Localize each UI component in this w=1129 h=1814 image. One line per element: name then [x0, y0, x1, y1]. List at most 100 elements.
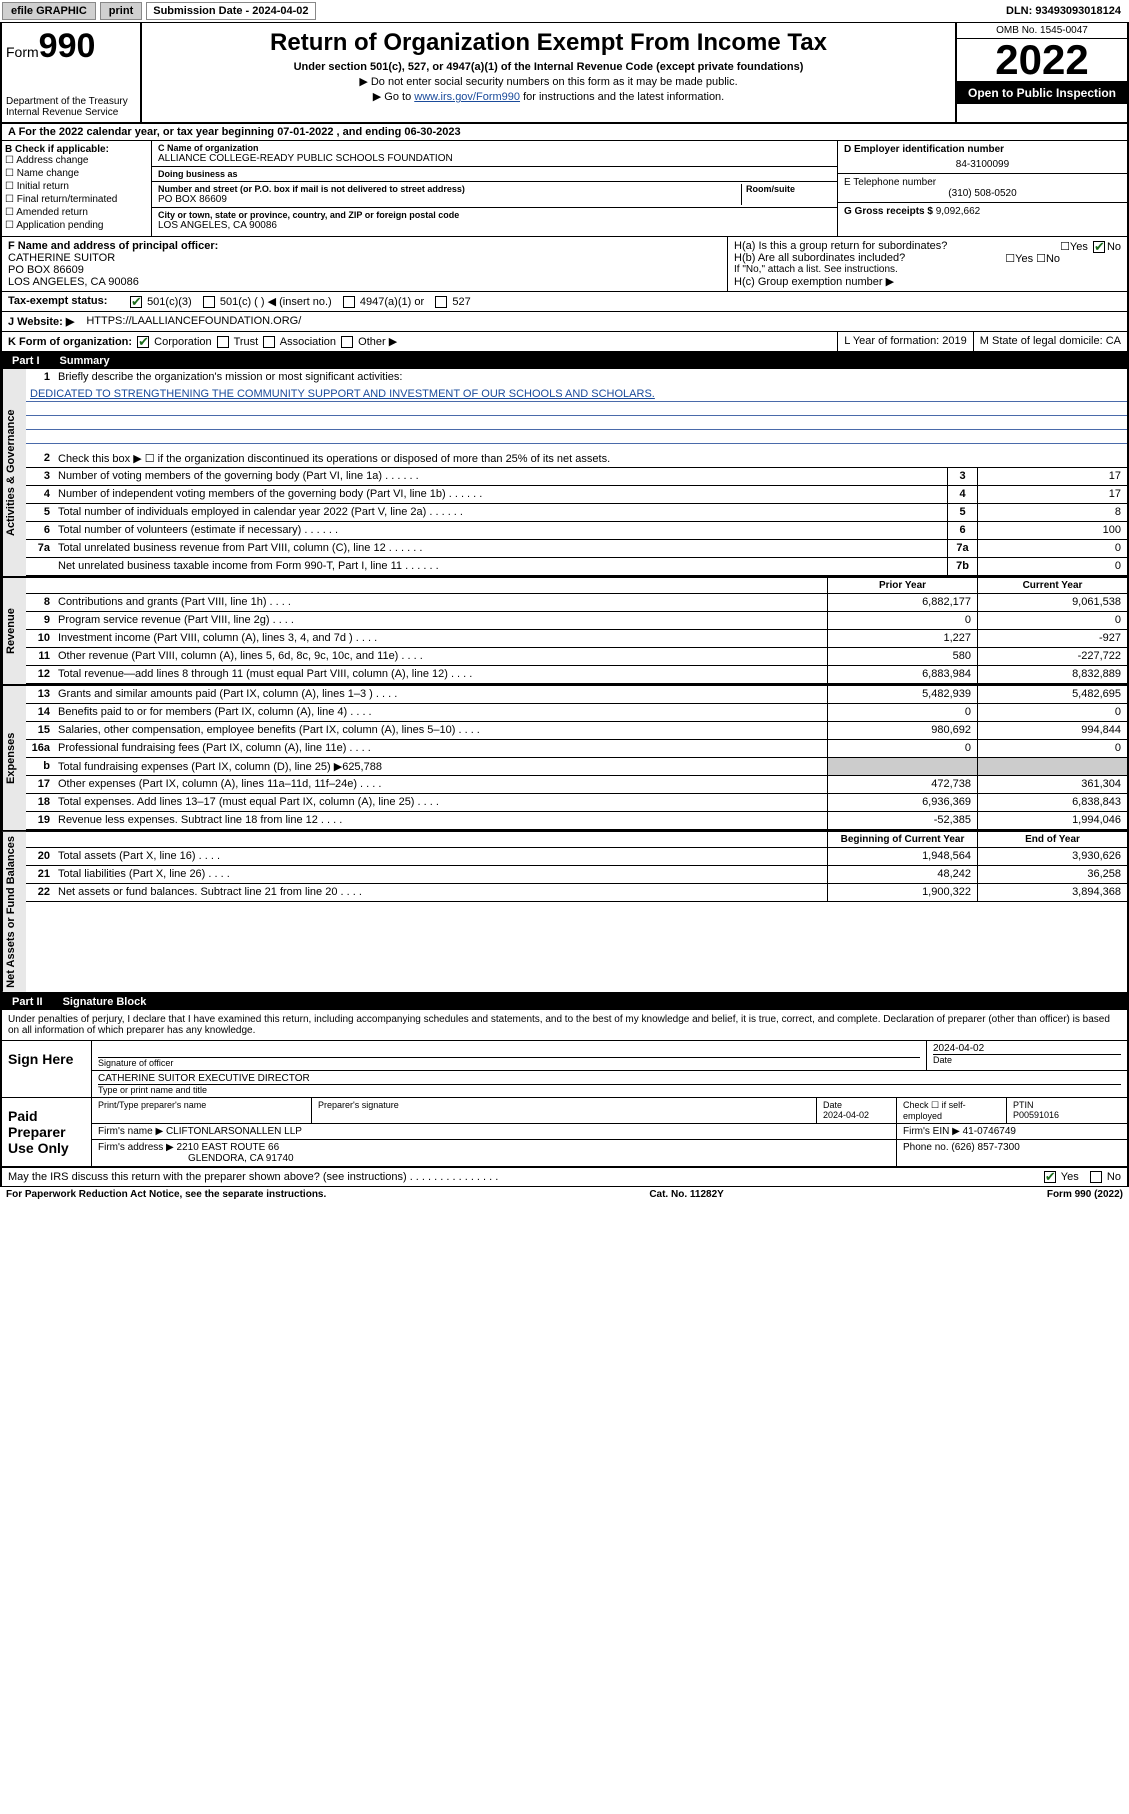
print-button[interactable]: print — [100, 2, 142, 20]
hc-label: H(c) Group exemption number ▶ — [734, 275, 1121, 288]
org-name: ALLIANCE COLLEGE-READY PUBLIC SCHOOLS FO… — [158, 153, 831, 164]
room-label: Room/suite — [746, 184, 831, 194]
col-begin-year: Beginning of Current Year — [827, 832, 977, 847]
officer-addr2: LOS ANGELES, CA 90086 — [8, 276, 721, 288]
chk-assoc[interactable] — [263, 336, 275, 348]
sign-here-label: Sign Here — [2, 1041, 92, 1097]
table-row: 18Total expenses. Add lines 13–17 (must … — [26, 794, 1127, 812]
d-ein-label: D Employer identification number — [844, 144, 1121, 155]
chk-4947[interactable] — [343, 296, 355, 308]
paid-preparer-row: Paid Preparer Use Only Print/Type prepar… — [2, 1098, 1127, 1166]
part-ii-label: Part II — [12, 996, 43, 1008]
form-subtitle-2a: ▶ Do not enter social security numbers o… — [150, 75, 947, 88]
paid-preparer-label: Paid Preparer Use Only — [2, 1098, 92, 1166]
net-col-headers: Beginning of Current Year End of Year — [26, 832, 1127, 848]
table-row: 9Program service revenue (Part VIII, lin… — [26, 612, 1127, 630]
chk-name-change[interactable]: ☐ Name change — [5, 168, 148, 179]
chk-app-pending[interactable]: ☐ Application pending — [5, 220, 148, 231]
website-row: J Website: ▶ HTTPS://LAALLIANCEFOUNDATIO… — [0, 312, 1129, 332]
table-row: 3Number of voting members of the governi… — [26, 468, 1127, 486]
table-row: 22Net assets or fund balances. Subtract … — [26, 884, 1127, 902]
line-2-desc: Check this box ▶ ☐ if the organization d… — [54, 450, 1127, 467]
firm-ein-label: Firm's EIN ▶ — [903, 1126, 960, 1137]
page-footer: For Paperwork Reduction Act Notice, see … — [0, 1187, 1129, 1202]
line-1-num: 1 — [26, 369, 54, 387]
prep-date: 2024-04-02 — [823, 1110, 869, 1120]
col-prior-year: Prior Year — [827, 578, 977, 593]
dept-label: Department of the Treasury Internal Reve… — [6, 96, 136, 118]
form-subtitle-2b: ▶ Go to www.irs.gov/Form990 for instruct… — [150, 90, 947, 103]
sig-date-value: 2024-04-02 — [933, 1043, 1121, 1054]
expenses-section: Expenses 13Grants and similar amounts pa… — [0, 686, 1129, 832]
net-assets-section: Net Assets or Fund Balances Beginning of… — [0, 832, 1129, 994]
form-title-box: Return of Organization Exempt From Incom… — [142, 23, 957, 122]
org-name-addr-col: C Name of organization ALLIANCE COLLEGE-… — [152, 141, 837, 236]
chk-501c[interactable] — [203, 296, 215, 308]
officer-addr1: PO BOX 86609 — [8, 264, 721, 276]
gross-receipts: 9,092,662 — [936, 206, 981, 217]
firm-phone: (626) 857-7300 — [951, 1142, 1019, 1153]
mission-blank-3 — [26, 430, 1127, 444]
check-self-employed[interactable]: Check ☐ if self-employed — [897, 1098, 1007, 1123]
chk-address-change[interactable]: ☐ Address change — [5, 155, 148, 166]
chk-initial-return[interactable]: ☐ Initial return — [5, 181, 148, 192]
line-2-num: 2 — [26, 450, 54, 467]
officer-name-title: CATHERINE SUITOR EXECUTIVE DIRECTOR — [98, 1073, 1121, 1084]
e-phone-label: E Telephone number — [844, 177, 1121, 188]
part-ii-subtitle: Signature Block — [63, 996, 147, 1008]
table-row: 15Salaries, other compensation, employee… — [26, 722, 1127, 740]
website-value: HTTPS://LAALLIANCEFOUNDATION.ORG/ — [80, 312, 307, 331]
line-1-desc: Briefly describe the organization's miss… — [54, 369, 1127, 387]
chk-other[interactable] — [341, 336, 353, 348]
chk-527[interactable] — [435, 296, 447, 308]
open-to-public: Open to Public Inspection — [957, 82, 1127, 104]
g-receipts-label: G Gross receipts $ — [844, 206, 933, 217]
form-title: Return of Organization Exempt From Incom… — [150, 29, 947, 57]
f-label: F Name and address of principal officer: — [8, 240, 721, 252]
city-label: City or town, state or province, country… — [158, 210, 831, 220]
revenue-section: Revenue Prior Year Current Year 8Contrib… — [0, 578, 1129, 686]
declaration-text: Under penalties of perjury, I declare th… — [2, 1010, 1127, 1041]
b-header: B Check if applicable: — [5, 144, 148, 155]
hb-label: H(b) Are all subordinates included? ☐Yes… — [734, 252, 1121, 264]
year-box: OMB No. 1545-0047 2022 Open to Public In… — [957, 23, 1127, 122]
firm-addr-label: Firm's address ▶ — [98, 1142, 174, 1153]
mission-blank-2 — [26, 416, 1127, 430]
chk-501c3[interactable] — [130, 296, 142, 308]
vlabel-governance: Activities & Governance — [2, 369, 26, 576]
i-label: Tax-exempt status: — [2, 292, 122, 311]
activities-governance-section: Activities & Governance 1 Briefly descri… — [0, 369, 1129, 578]
firm-ein: 41-0746749 — [963, 1126, 1016, 1137]
top-toolbar: efile GRAPHIC print Submission Date - 20… — [0, 0, 1129, 23]
table-row: 7aTotal unrelated business revenue from … — [26, 540, 1127, 558]
city-value: LOS ANGELES, CA 90086 — [158, 220, 831, 231]
check-applicable-col: B Check if applicable: ☐ Address change … — [2, 141, 152, 236]
vlabel-expenses: Expenses — [2, 686, 26, 830]
discuss-yes-no[interactable]: Yes No — [1036, 1168, 1127, 1186]
form-number: 990 — [39, 27, 96, 65]
chk-corp[interactable] — [137, 336, 149, 348]
form-subtitle-1: Under section 501(c), 527, or 4947(a)(1)… — [150, 61, 947, 73]
chk-trust[interactable] — [217, 336, 229, 348]
col-end-year: End of Year — [977, 832, 1127, 847]
officer-group-row: F Name and address of principal officer:… — [0, 237, 1129, 292]
dln-label: DLN: 93493093018124 — [1006, 5, 1127, 17]
table-row: 8Contributions and grants (Part VIII, li… — [26, 594, 1127, 612]
part-i-label: Part I — [12, 355, 40, 367]
table-row: 19Revenue less expenses. Subtract line 1… — [26, 812, 1127, 830]
chk-final-return[interactable]: ☐ Final return/terminated — [5, 194, 148, 205]
efile-button[interactable]: efile GRAPHIC — [2, 2, 96, 20]
mission-blank-1 — [26, 402, 1127, 416]
revenue-col-headers: Prior Year Current Year — [26, 578, 1127, 594]
hb-note: If "No," attach a list. See instructions… — [734, 264, 1121, 275]
table-row: 14Benefits paid to or for members (Part … — [26, 704, 1127, 722]
table-row: 16aProfessional fundraising fees (Part I… — [26, 740, 1127, 758]
chk-amended[interactable]: ☐ Amended return — [5, 207, 148, 218]
irs-link[interactable]: www.irs.gov/Form990 — [414, 91, 520, 103]
k-label: K Form of organization: — [8, 336, 132, 348]
table-row: 12Total revenue—add lines 8 through 11 (… — [26, 666, 1127, 684]
name-title-label: Type or print name and title — [98, 1084, 1121, 1095]
footer-form: Form 990 (2022) — [1047, 1189, 1123, 1200]
prep-name-label: Print/Type preparer's name — [92, 1098, 312, 1123]
form-id-box: Form990 Department of the Treasury Inter… — [2, 23, 142, 122]
